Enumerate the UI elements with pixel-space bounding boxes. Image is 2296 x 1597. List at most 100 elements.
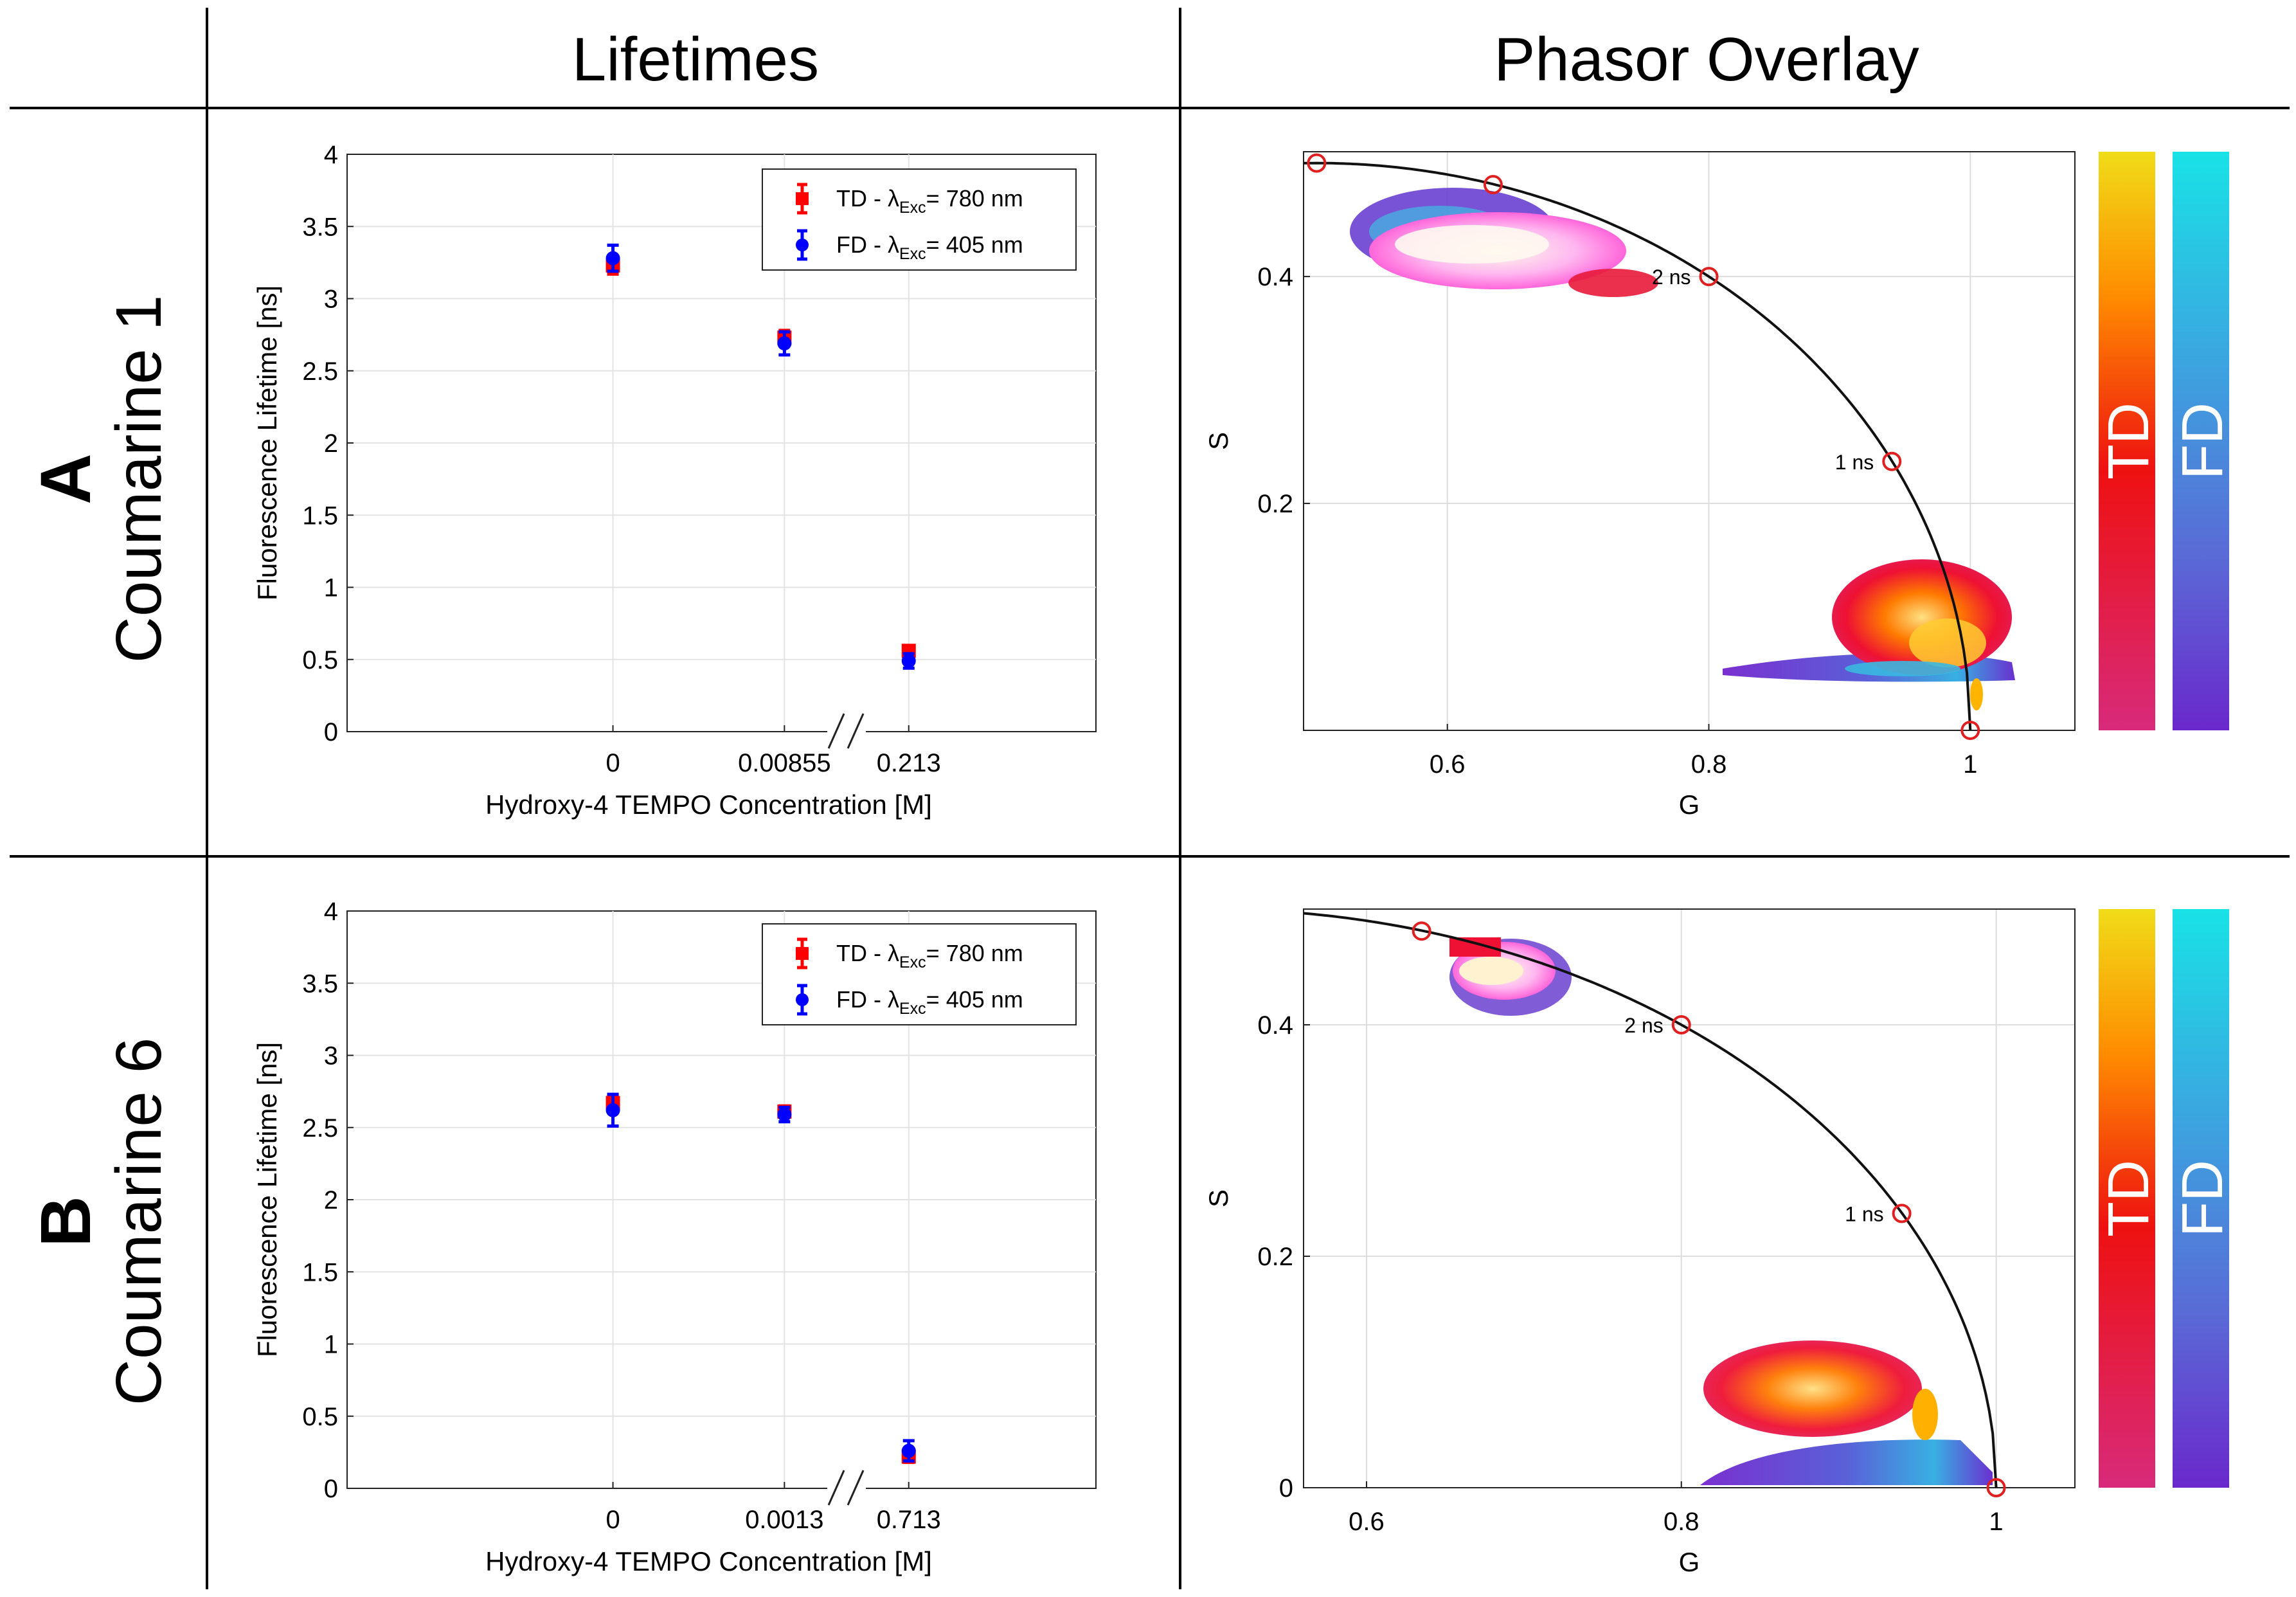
x-tick-label: 0.6 [1430, 750, 1466, 779]
plot-frame [1303, 908, 2076, 1488]
lifetime-reference-label: 1 ns [1835, 451, 1874, 474]
td-cluster [1703, 1340, 1922, 1437]
y-tick-label: 1 [324, 574, 338, 602]
universal-semicircle [1303, 912, 1998, 1488]
fd-marker [605, 1103, 620, 1117]
header-phasor-overlay: Phasor Overlay [1494, 25, 1919, 94]
y-tick-label: 3.5 [302, 970, 338, 998]
x-tick-label: 1 [1989, 1508, 2003, 1536]
axis-break-mark [847, 713, 865, 749]
row-name-b: Coumarine 6 [103, 1038, 175, 1406]
y-tick-label: 0.2 [1257, 1243, 1293, 1271]
table-grid [10, 8, 2290, 1589]
legend-entry-text: TD - λExc= 780 nm [836, 940, 1023, 971]
y-tick-label: 4 [324, 898, 338, 926]
y-axis-label: S [1203, 1189, 1233, 1207]
lifetime-reference-marker [1882, 451, 1902, 471]
y-tick-label: 2 [324, 1186, 338, 1214]
x-tick-label: 0.6 [1349, 1508, 1385, 1536]
phasor-chart-a: 0.6 0.8 1 0.2 0.4 2 ns 1 ns G S [1203, 151, 2076, 820]
legend-td-marker [796, 192, 809, 205]
x-tick-label: 0.00855 [738, 749, 831, 777]
legend-entry-text: TD - λExc= 780 nm [836, 185, 1023, 217]
td-colorbar [2099, 909, 2155, 1488]
td-cluster-edge [1912, 1389, 1938, 1440]
fd-marker [605, 251, 620, 266]
legend-fd-marker [796, 993, 809, 1006]
lifetime-reference-label: 1 ns [1845, 1202, 1883, 1225]
phasor-chart-b: 0.6 0.8 1 0 0.2 0.4 2 ns 1 ns G S [1203, 908, 2076, 1577]
y-axis-label: Fluorescence Lifetime [ns] [252, 1042, 282, 1357]
td-cluster-core [1909, 618, 1986, 667]
y-tick-label: 0 [324, 1475, 338, 1503]
y-tick-label: 3.5 [302, 213, 338, 241]
x-tick-label: 0.8 [1691, 750, 1727, 779]
td-cluster-core [1459, 957, 1523, 985]
lifetime-reference-marker [1960, 721, 1980, 740]
x-tick-label: 0 [605, 1506, 620, 1534]
fd-colorbar [2173, 152, 2229, 730]
lifetime-chart-a: 0 0.00855 0.213 0 0.5 1 1.5 2 2.5 3 3.5 4 Hydroxy-4 … [252, 141, 1097, 820]
x-axis-label: Hydroxy-4 TEMPO Concentration [M] [485, 1546, 932, 1576]
y-axis-label: Fluorescence Lifetime [ns] [252, 285, 282, 600]
fd-colorbar-label: FD [2171, 402, 2235, 480]
y-tick-label: 2.5 [302, 1114, 338, 1142]
phasor-b-clusters [1449, 937, 1993, 1485]
x-axis-label: G [1679, 1547, 1700, 1577]
x-tick-label: 0.713 [877, 1506, 941, 1534]
legend-td-marker [796, 947, 809, 960]
lifetime-reference-marker [1892, 1204, 1912, 1223]
lifetime-reference-label: 2 ns [1652, 266, 1691, 289]
row-letter-a: A [26, 453, 105, 504]
x-tick-label: 0.8 [1664, 1508, 1700, 1536]
fd-colorbar-label: FD [2171, 1160, 2235, 1237]
y-tick-label: 3 [324, 1042, 338, 1070]
y-tick-label: 1 [324, 1331, 338, 1359]
lifetime-reference-label: 2 ns [1624, 1014, 1663, 1037]
y-tick-label: 0 [324, 718, 338, 746]
y-tick-label: 4 [324, 141, 338, 169]
y-tick-label: 1.5 [302, 501, 338, 530]
x-axis-label: Hydroxy-4 TEMPO Concentration [M] [485, 789, 932, 820]
y-tick-label: 0.4 [1257, 263, 1293, 291]
lifetime-reference-marker [1412, 921, 1431, 941]
td-colorbar [2099, 152, 2155, 730]
axis-break-mask [827, 712, 866, 751]
td-cluster-core [1395, 225, 1549, 264]
fd-cluster-core [1845, 661, 1960, 676]
fd-marker [777, 336, 792, 351]
x-tick-label: 1 [1963, 750, 1977, 779]
y-tick-label: 0 [1279, 1474, 1293, 1502]
legend-box [762, 168, 1077, 271]
y-tick-label: 0.5 [302, 646, 338, 674]
phasor-grid [1304, 909, 2075, 1488]
axis-break-mask [827, 1469, 866, 1508]
y-tick-label: 2 [324, 429, 338, 458]
row-name-a: Coumarine 1 [103, 295, 175, 663]
td-colorbar-label: TD [2097, 1160, 2161, 1237]
row-letter-b: B [26, 1196, 105, 1247]
x-tick-label: 0 [605, 749, 620, 777]
colorbars-b: TD FD [2097, 909, 2235, 1488]
legend-entry-text: FD - λExc= 405 nm [836, 231, 1023, 263]
fd-marker [901, 653, 916, 668]
legend-box [762, 923, 1077, 1025]
header-lifetimes: Lifetimes [572, 25, 819, 94]
colorbars-a: TD FD [2097, 152, 2235, 730]
lifetime-chart-b: 0 0.0013 0.713 0 0.5 1 1.5 2 2.5 3 3.5 4 Hydroxy-4 T… [252, 898, 1097, 1576]
axis-break-mark [847, 1470, 865, 1506]
x-axis-label: G [1679, 789, 1700, 820]
axis-break-mark [827, 1470, 845, 1506]
lifetime-reference-marker [1699, 267, 1719, 287]
y-tick-label: 0.5 [302, 1403, 338, 1431]
plot-frame [1303, 151, 2076, 731]
legend-entry-text: FD - λExc= 405 nm [836, 986, 1023, 1018]
td-cluster-tail [1568, 269, 1658, 297]
y-tick-label: 0.4 [1257, 1011, 1293, 1040]
lifetime-reference-marker [1307, 153, 1327, 173]
axis-break-mark [827, 713, 845, 749]
y-tick-label: 1.5 [302, 1258, 338, 1286]
phasor-a-clusters [1350, 188, 2015, 710]
x-tick-label: 0.0013 [745, 1506, 823, 1534]
